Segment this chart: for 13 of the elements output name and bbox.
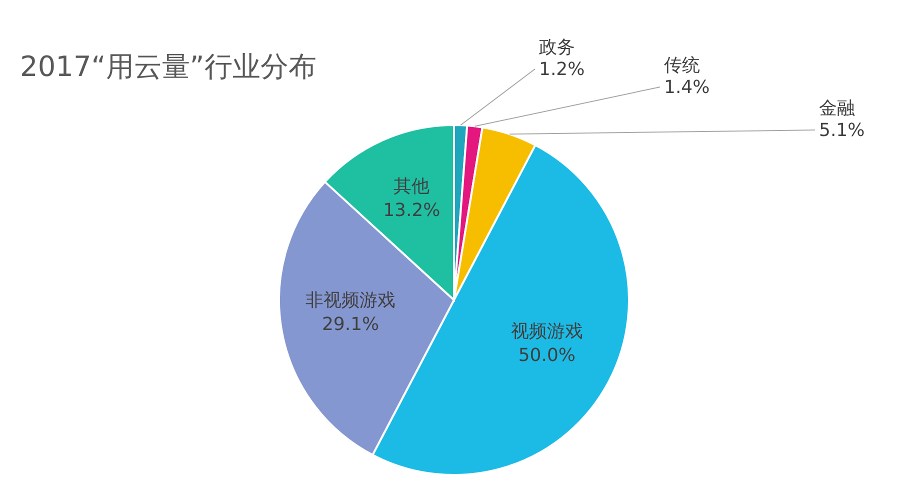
data-label: 50.0% (518, 344, 576, 366)
data-label: 1.4% (664, 77, 710, 98)
data-label: 13.2% (383, 200, 440, 221)
slice-label: 其他 (394, 176, 430, 197)
slice-label: 政务 (539, 37, 575, 58)
data-label: 5.1% (819, 120, 865, 141)
data-label: 1.2% (539, 59, 585, 80)
slice-label: 视频游戏 (510, 320, 583, 342)
slice-label: 传统 (664, 55, 700, 76)
data-label: 29.1% (322, 314, 380, 336)
slice-label: 非视频游戏 (306, 290, 396, 312)
slice-label: 金融 (819, 98, 855, 119)
chart-title: 2017“用云量”行业分布 (20, 49, 316, 85)
